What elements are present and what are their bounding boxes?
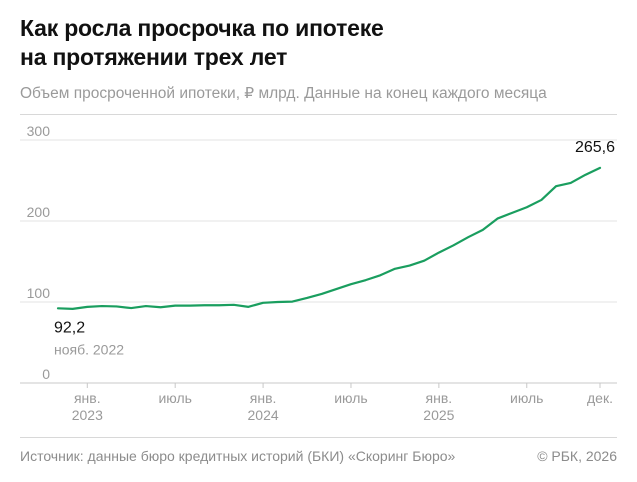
x-tick-year-label: 2024 (248, 407, 279, 423)
y-tick-label: 200 (27, 204, 51, 220)
x-tick-label: янв. (74, 390, 101, 406)
x-tick-label: дек. (587, 390, 613, 406)
source-note: Источник: данные бюро кредитных историй … (20, 448, 456, 464)
chart-subtitle: Объем просроченной ипотеки, ₽ млрд. Данн… (20, 85, 547, 102)
x-tick-year-label: 2023 (72, 407, 103, 423)
x-tick-label: июль (158, 390, 191, 406)
end-value-label: 265,6 (575, 139, 615, 156)
chart-title: Как росла просрочка по ипотеке на протяж… (20, 14, 620, 72)
y-tick-label: 0 (42, 366, 50, 382)
x-tick-label: янв. (426, 390, 453, 406)
y-tick-label: 300 (27, 123, 51, 139)
y-tick-label: 100 (27, 285, 51, 301)
bottom-divider (20, 437, 617, 438)
chart-title-line-2: на протяжении трех лет (20, 44, 288, 70)
x-tick-label: янв. (250, 390, 277, 406)
series-line (56, 166, 602, 310)
top-divider (20, 114, 617, 115)
copyright: © РБК, 2026 (537, 448, 617, 464)
x-tick-label: июль (334, 390, 367, 406)
x-tick-label: июль (510, 390, 543, 406)
start-value-label: 92,2 (54, 319, 85, 336)
x-tick-year-label: 2025 (423, 407, 454, 423)
start-date-label: нояб. 2022 (54, 341, 124, 357)
chart-title-line-1: Как росла просрочка по ипотеке (20, 15, 384, 41)
